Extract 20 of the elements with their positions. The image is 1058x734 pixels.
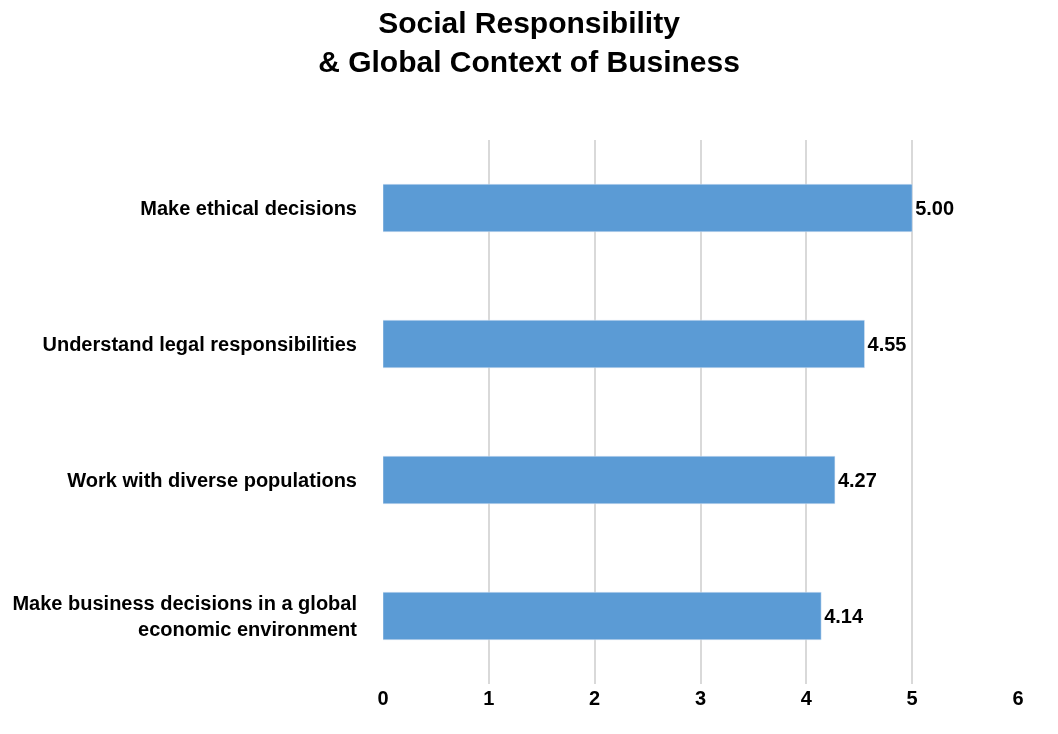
data-label: 5.00	[915, 197, 955, 219]
data-label: 4.55	[867, 333, 907, 355]
x-tick-label: 6	[1012, 687, 1024, 709]
data-label: 4.27	[837, 469, 877, 491]
x-tick-label: 2	[589, 687, 601, 709]
y-tick-label: Make ethical decisions	[140, 197, 357, 219]
y-tick-label: Work with diverse populations	[67, 469, 357, 491]
bar	[383, 455, 836, 505]
bar	[383, 591, 822, 641]
x-tick-label: 5	[906, 687, 918, 709]
chart-title: Social Responsibility & Global Context of Business	[318, 6, 740, 79]
y-tick-label: Make business decisions in a global economic environment	[12, 592, 358, 640]
x-tick-label: 1	[483, 687, 495, 709]
bar	[383, 319, 865, 369]
x-tick-label: 3	[694, 687, 707, 709]
x-tick-label: 4	[800, 687, 813, 709]
x-tick-label: 0	[377, 687, 389, 709]
bar	[383, 183, 913, 233]
data-label: 4.14	[824, 605, 864, 627]
y-tick-label: Understand legal responsibilities	[42, 333, 357, 355]
